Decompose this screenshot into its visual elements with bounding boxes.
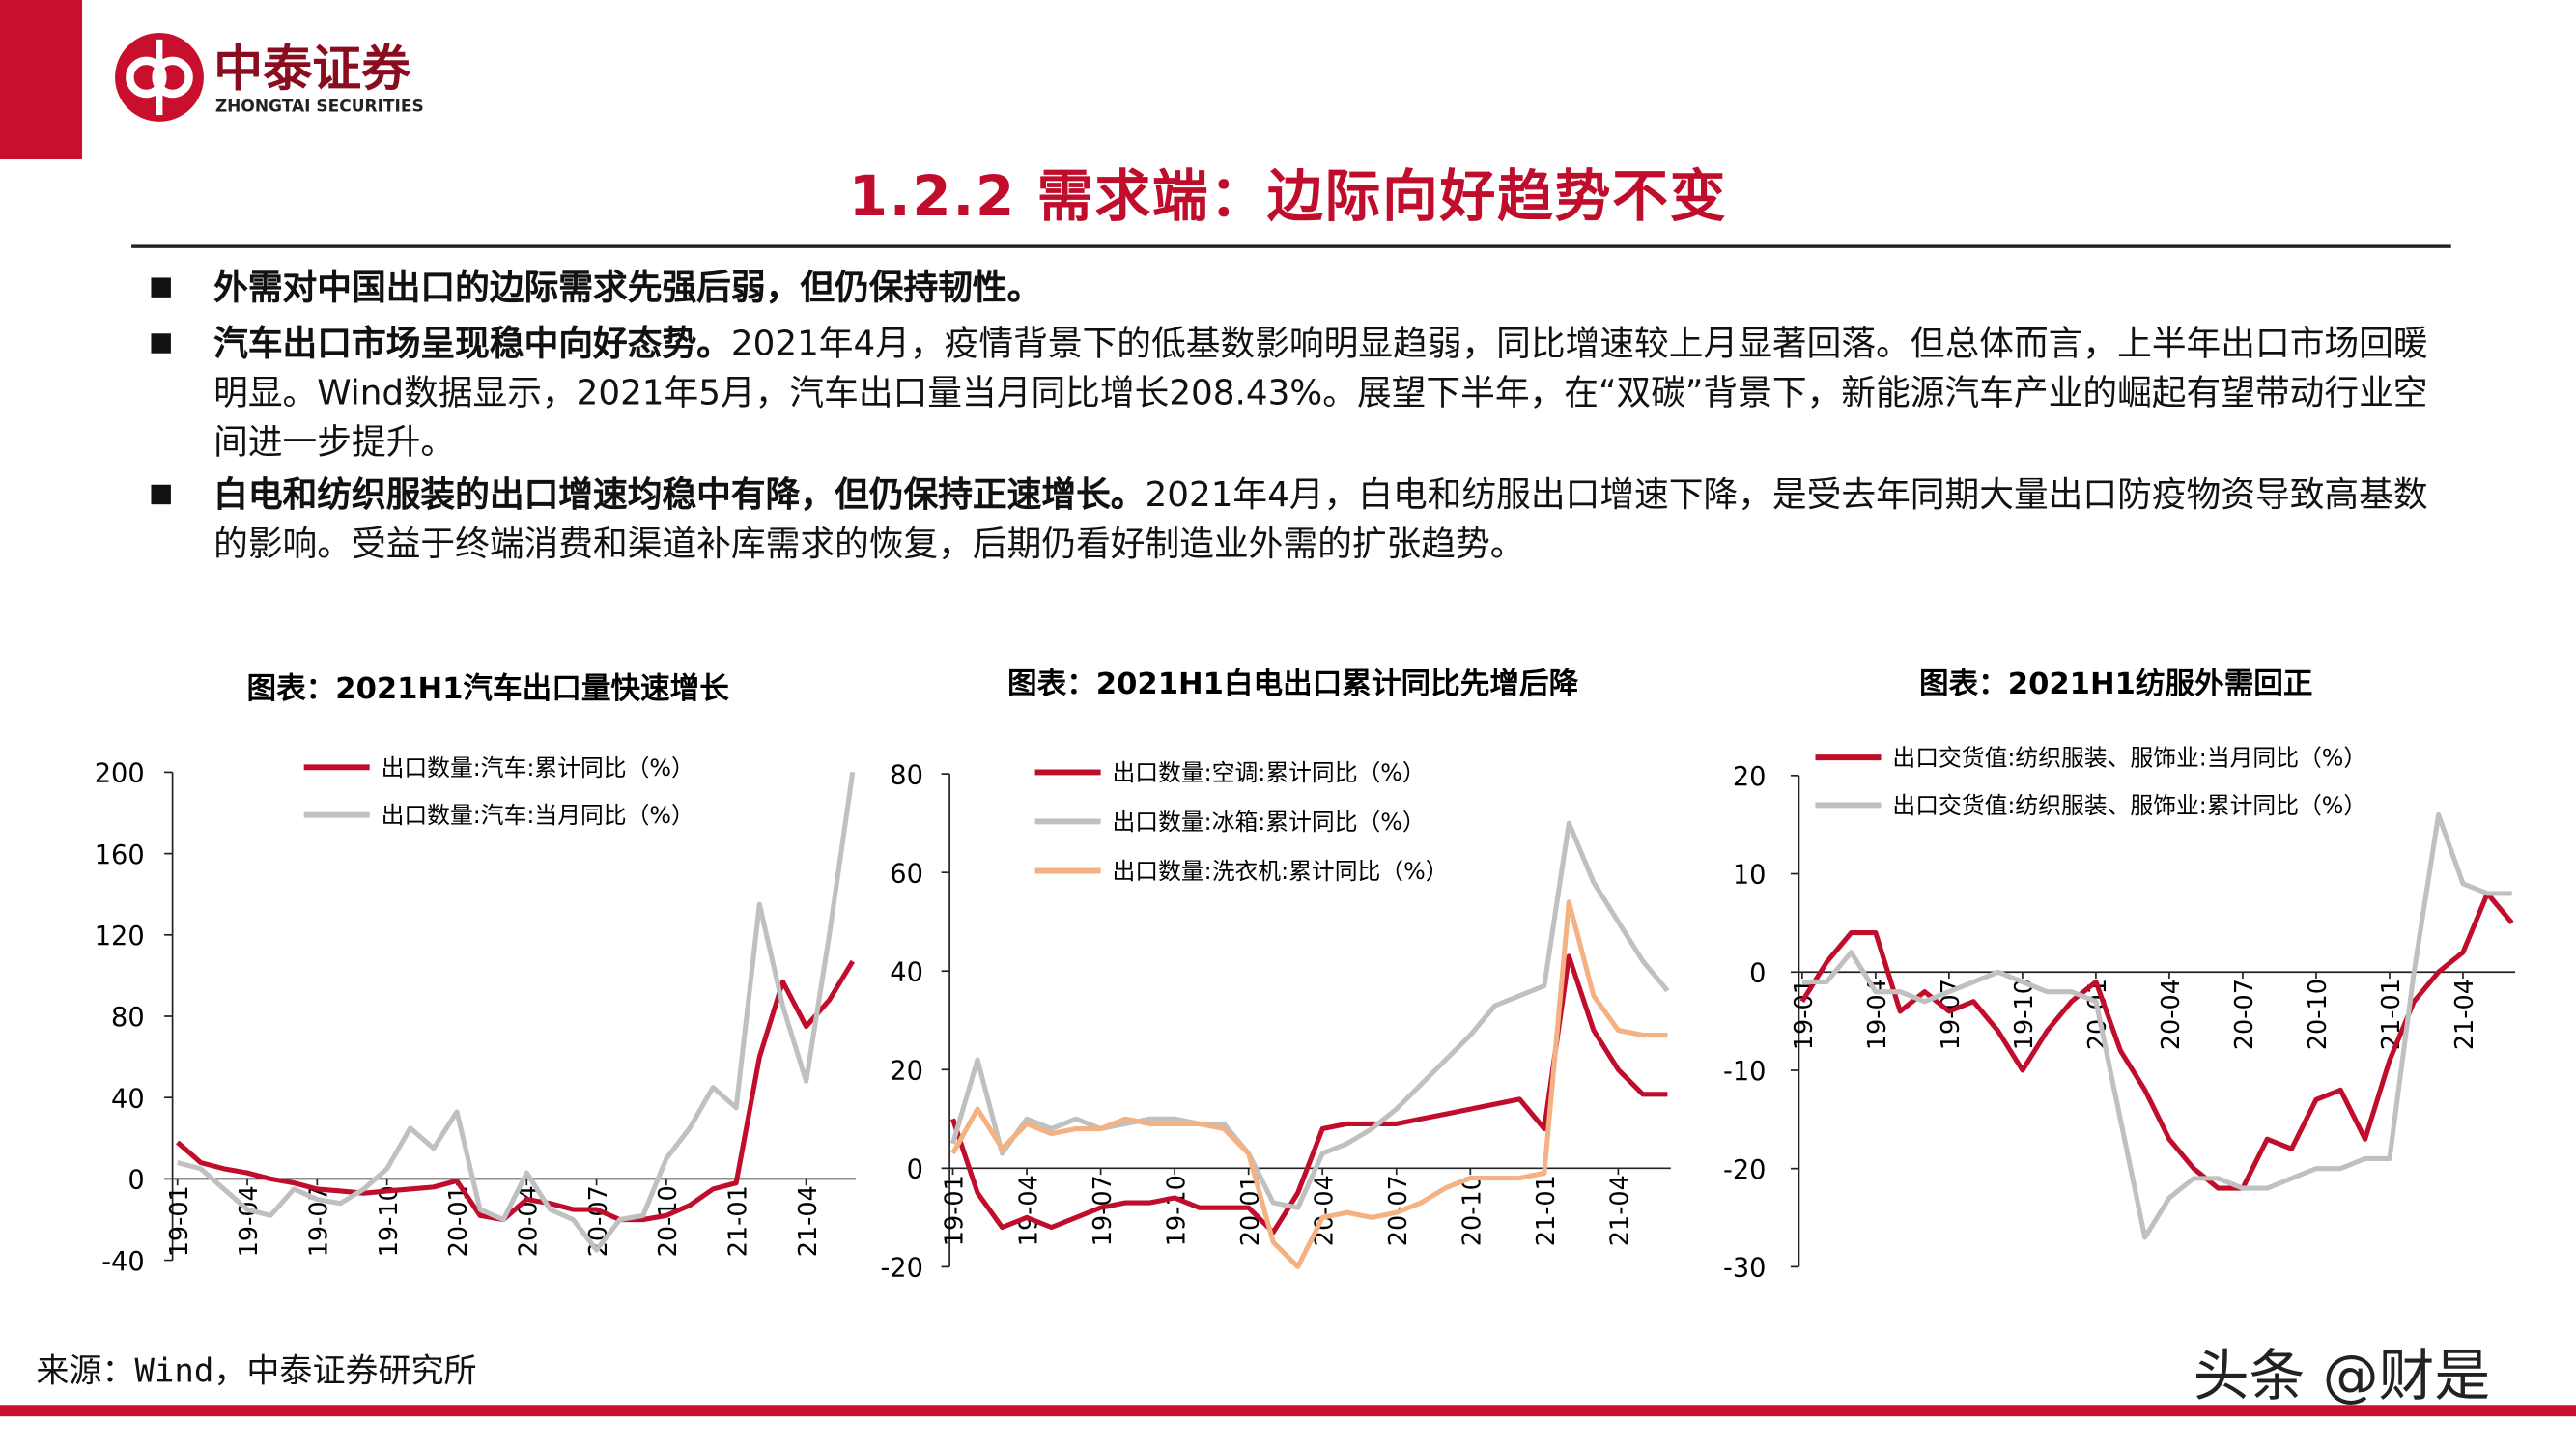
line xyxy=(177,772,856,1253)
bullet-text: 2021年4月，白电和纺服出口增速下降，是受去年同期大量出口防疫物资导致高基数的… xyxy=(213,474,2428,564)
y-tick-label: 40 xyxy=(890,957,923,987)
y-tick-label: 0 xyxy=(127,1166,144,1196)
y-tick-label: 10 xyxy=(1733,861,1767,891)
y-tick-label: 80 xyxy=(890,760,923,790)
line xyxy=(1801,811,2512,1240)
x-tick-label: 21-04 xyxy=(794,1185,823,1257)
y-tick-label: 20 xyxy=(890,1056,923,1086)
logo-stem xyxy=(156,39,163,116)
x-tick-label: 19-01 xyxy=(1790,979,1819,1050)
line xyxy=(950,953,1668,1236)
bullet: 外需对中国出口的边际需求先强后弱，但仍保持韧性。 xyxy=(151,263,2443,312)
bottom-rule xyxy=(0,1405,2576,1417)
x-tick-label: 21-04 xyxy=(1606,1175,1635,1246)
legend-label: 出口数量:洗衣机:累计同比（%） xyxy=(1113,858,1449,885)
y-tick-label: 40 xyxy=(111,1084,145,1114)
x-tick-label: 21-01 xyxy=(1532,1175,1561,1246)
charts: 图表：2021H1汽车出口量快速增长-400408012016020019-01… xyxy=(95,668,2516,1284)
bullet-lead: 汽车出口市场呈现稳中向好态势。 xyxy=(213,324,731,363)
x-tick-label: 20-10 xyxy=(1458,1175,1487,1246)
x-tick-label: 19-10 xyxy=(375,1185,404,1257)
bullet-lead: 外需对中国出口的边际需求先强后弱，但仍保持韧性。 xyxy=(213,268,1042,308)
source: 来源：Wind，中泰证券研究所 xyxy=(36,1350,477,1390)
x-tick-label: 19-10 xyxy=(2010,979,2039,1050)
legend-label: 出口数量:汽车:累计同比（%） xyxy=(382,754,694,781)
x-tick-label: 21-04 xyxy=(2450,979,2479,1050)
x-tick-label: 20-04 xyxy=(2157,979,2186,1050)
y-tick-label: 20 xyxy=(1733,762,1767,792)
y-tick-label: 120 xyxy=(95,922,145,952)
y-tick-label: 160 xyxy=(95,840,145,870)
y-tick-label: -40 xyxy=(101,1247,144,1277)
watermark: 头条 @财是 xyxy=(2193,1344,2491,1410)
x-tick-label: 19-01 xyxy=(941,1175,970,1246)
legend-label: 出口交货值:纺织服装、服饰业:累计同比（%） xyxy=(1892,792,2366,819)
legend-label: 出口数量:汽车:当月同比（%） xyxy=(382,802,694,829)
logo: 中泰证券 ZHONGTAI SECURITIES xyxy=(0,0,424,159)
company-name: 中泰证券 xyxy=(213,41,411,98)
x-tick-label: 20-10 xyxy=(654,1185,683,1257)
x-tick-label: 21-01 xyxy=(2377,979,2406,1050)
x-tick-label: 20-10 xyxy=(2304,979,2333,1050)
x-tick-label: 21-01 xyxy=(723,1185,752,1257)
line xyxy=(950,899,1668,1269)
x-tick-label: 19-10 xyxy=(1162,1175,1191,1246)
legend-label: 出口数量:冰箱:累计同比（%） xyxy=(1113,809,1426,836)
chart-title: 图表：2021H1纺服外需回正 xyxy=(1919,668,2313,701)
y-tick-label: -20 xyxy=(1723,1155,1766,1185)
company-name-en: ZHONGTAI SECURITIES xyxy=(215,98,424,117)
logo-bar xyxy=(0,0,83,159)
x-tick-label: 19-04 xyxy=(235,1185,264,1257)
y-tick-label: -30 xyxy=(1723,1254,1766,1284)
chart-title: 图表：2021H1汽车出口量快速增长 xyxy=(246,672,729,706)
y-tick-label: 80 xyxy=(111,1003,145,1033)
bullet-lead: 白电和纺织服装的出口增速均稳中有降，但仍保持正速增长。 xyxy=(213,474,1146,515)
y-tick-label: 0 xyxy=(1749,958,1766,988)
y-tick-label: 200 xyxy=(95,759,145,789)
slide-title: 1.2.2 需求端：边际向好趋势不变 xyxy=(848,164,1728,231)
line xyxy=(176,959,855,1223)
x-tick-label: 19-01 xyxy=(165,1185,194,1257)
line xyxy=(1799,891,2514,1191)
bullet: 汽车出口市场呈现稳中向好态势。2021年4月，疫情背景下的低基数影响明显趋弱，同… xyxy=(151,319,2443,467)
title-rule xyxy=(131,244,2451,248)
chart-title: 图表：2021H1白电出口累计同比先增后降 xyxy=(1007,668,1579,701)
y-tick-label: -10 xyxy=(1723,1057,1766,1087)
x-tick-label: 20-07 xyxy=(2230,979,2259,1050)
y-tick-label: 60 xyxy=(890,859,923,889)
legend-label: 出口数量:空调:累计同比（%） xyxy=(1113,759,1426,786)
y-tick-label: -20 xyxy=(880,1254,922,1284)
bullet-text: 2021年4月，疫情背景下的低基数影响明显趋弱，同比增速较上月显著回落。但总体而… xyxy=(213,324,2428,462)
x-tick-label: 19-04 xyxy=(1014,1175,1043,1246)
legend-label: 出口交货值:纺织服装、服饰业:当月同比（%） xyxy=(1892,745,2366,772)
y-tick-label: 0 xyxy=(907,1155,923,1185)
line xyxy=(950,820,1670,1210)
bullet: 白电和纺织服装的出口增速均稳中有降，但仍保持正速增长。2021年4月，白电和纺服… xyxy=(151,469,2443,568)
